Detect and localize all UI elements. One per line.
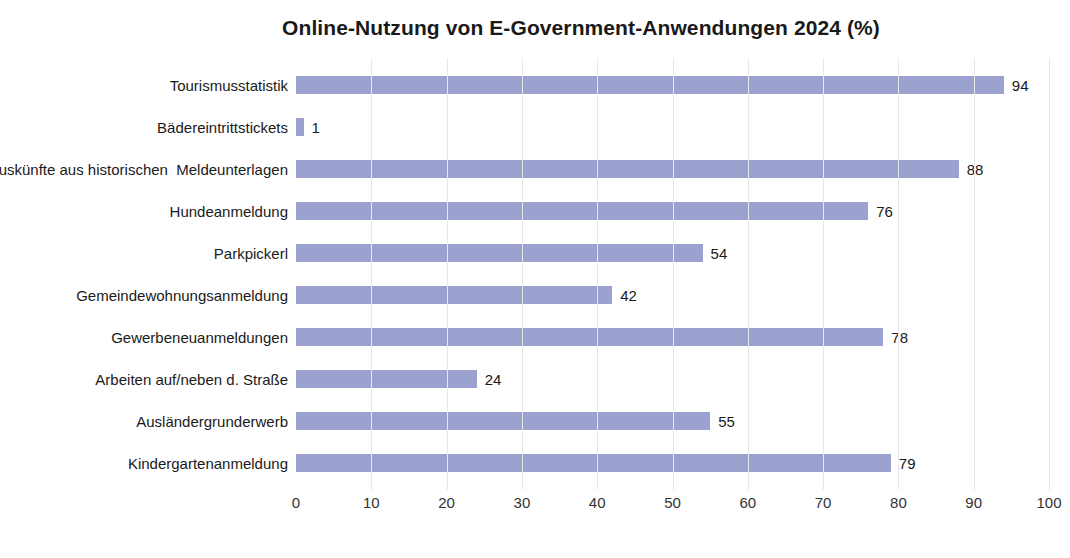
category-label: Gemeindewohnungsanmeldung — [76, 287, 288, 304]
value-label: 76 — [876, 203, 893, 220]
category-labels: Tourismusstatistik Bädereintrittstickets A… — [0, 58, 288, 478]
label-row: Gemeindewohnungsanmeldung — [0, 274, 288, 316]
category-label: Tourismusstatistik — [170, 77, 288, 94]
gridline — [974, 58, 975, 490]
gridline — [597, 58, 598, 490]
value-label: 1 — [312, 119, 320, 136]
label-row: Tourismusstatistik — [0, 64, 288, 106]
bar-chart: Online-Nutzung von E-Government-Anwendun… — [0, 0, 1070, 558]
bar — [296, 160, 959, 178]
x-tick-label: 0 — [292, 494, 300, 511]
label-row: Parkpickerl — [0, 232, 288, 274]
category-label: Arbeiten auf/neben d. Straße — [95, 371, 288, 388]
label-row: Ausländergrunderwerb — [0, 400, 288, 442]
label-row: Hundeanmeldung — [0, 190, 288, 232]
category-label: Auskünfte aus historischen Meldeunterlag… — [0, 161, 288, 178]
x-tick-label: 40 — [589, 494, 606, 511]
x-tick-label: 10 — [363, 494, 380, 511]
bar — [296, 118, 304, 136]
label-row: Gewerbeneuanmeldungen — [0, 316, 288, 358]
gridline — [447, 58, 448, 490]
bar — [296, 412, 710, 430]
gridline — [673, 58, 674, 490]
x-tick-label: 100 — [1036, 494, 1061, 511]
gridline — [748, 58, 749, 490]
chart-body: Tourismusstatistik Bädereintrittstickets A… — [0, 58, 1049, 478]
gridline — [522, 58, 523, 490]
bar — [296, 286, 612, 304]
x-tick-label: 50 — [664, 494, 681, 511]
x-tick-label: 60 — [739, 494, 756, 511]
category-label: Hundeanmeldung — [170, 203, 288, 220]
bar — [296, 202, 868, 220]
label-row: Bädereintrittstickets — [0, 106, 288, 148]
plot-area: 9418876544278245579 01020304050607080901… — [296, 58, 1049, 478]
category-label: Bädereintrittstickets — [157, 119, 288, 136]
chart-title: Online-Nutzung von E-Government-Anwendun… — [0, 16, 1070, 40]
label-row: Auskünfte aus historischen Meldeunterlag… — [0, 148, 288, 190]
label-row: Kindergartenanmeldung — [0, 442, 288, 484]
value-label: 88 — [967, 161, 984, 178]
label-row: Arbeiten auf/neben d. Straße — [0, 358, 288, 400]
value-label: 55 — [718, 413, 735, 430]
bar — [296, 454, 891, 472]
gridline — [371, 58, 372, 490]
value-label: 54 — [711, 245, 728, 262]
x-tick-label: 30 — [514, 494, 531, 511]
bar — [296, 328, 883, 346]
category-label: Parkpickerl — [214, 245, 288, 262]
value-label: 24 — [485, 371, 502, 388]
value-label: 79 — [899, 455, 916, 472]
bar — [296, 370, 477, 388]
bar — [296, 244, 703, 262]
x-tick-label: 90 — [965, 494, 982, 511]
gridline — [898, 58, 899, 490]
gridline — [823, 58, 824, 490]
value-label: 42 — [620, 287, 637, 304]
x-tick-label: 20 — [438, 494, 455, 511]
category-label: Kindergartenanmeldung — [128, 455, 288, 472]
value-label: 78 — [891, 329, 908, 346]
value-label: 94 — [1012, 77, 1029, 94]
gridline — [1049, 58, 1050, 490]
category-label: Ausländergrunderwerb — [136, 413, 288, 430]
x-tick-label: 80 — [890, 494, 907, 511]
category-label: Gewerbeneuanmeldungen — [111, 329, 288, 346]
x-tick-label: 70 — [815, 494, 832, 511]
